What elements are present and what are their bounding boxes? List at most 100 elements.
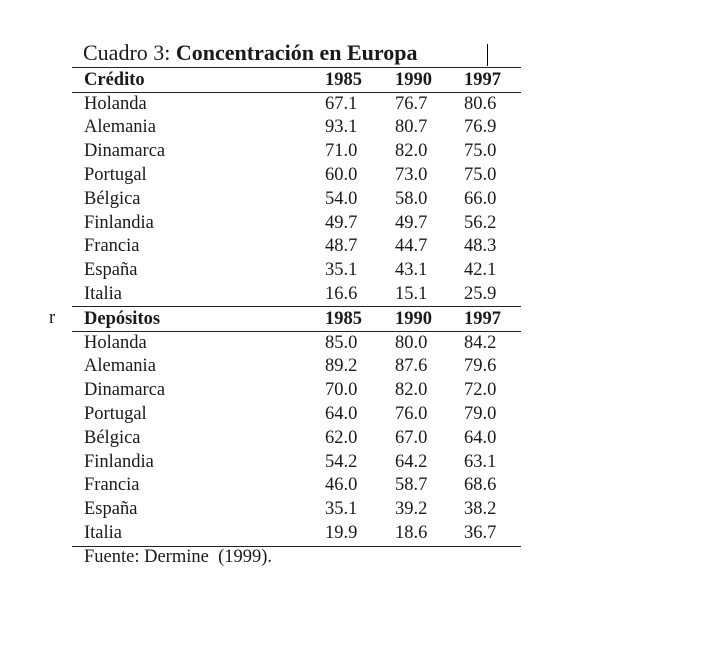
table-row: Portugal 64.0 76.0 79.0 [72,402,521,426]
country-cell: Finlandia [84,212,154,233]
value-cell: 48.3 [464,236,497,257]
value-cell: 67.1 [325,93,358,114]
country-cell: Dinamarca [84,380,166,401]
country-cell: Dinamarca [84,141,166,162]
value-cell: 80.7 [395,117,428,138]
year-header: 1990 [395,308,432,329]
bottom-rule [72,546,521,547]
value-cell: 82.0 [395,380,428,401]
value-cell: 54.0 [325,188,358,209]
value-cell: 46.0 [325,475,358,496]
value-cell: 38.2 [464,499,497,520]
value-cell: 80.0 [395,332,428,353]
country-cell: Bélgica [84,188,141,209]
section-header-row: Crédito 1985 1990 1997 [72,68,521,92]
year-header: 1985 [325,308,362,329]
country-cell: Finlandia [84,451,154,472]
value-cell: 54.2 [325,451,358,472]
value-cell: 68.6 [464,475,497,496]
text-cursor [487,44,488,66]
table-row: Holanda 67.1 76.7 80.6 [72,92,521,116]
value-cell: 15.1 [395,283,428,304]
value-cell: 48.7 [325,236,358,257]
value-cell: 67.0 [395,427,428,448]
value-cell: 79.6 [464,356,497,377]
section-header-label: Crédito [84,69,145,90]
stray-character: r [49,308,56,328]
value-cell: 71.0 [325,141,358,162]
country-cell: España [84,260,138,281]
table-row: Bélgica 54.0 58.0 66.0 [72,187,521,211]
table-row: Portugal 60.0 73.0 75.0 [72,163,521,187]
value-cell: 16.6 [325,283,358,304]
header-rule [72,331,521,332]
country-cell: Francia [84,475,140,496]
country-cell: Francia [84,236,140,257]
value-cell: 76.9 [464,117,497,138]
value-cell: 64.0 [325,403,358,424]
country-cell: Alemania [84,356,156,377]
country-cell: Holanda [84,93,147,114]
value-cell: 66.0 [464,188,497,209]
country-cell: Italia [84,522,123,543]
value-cell: 58.0 [395,188,428,209]
value-cell: 89.2 [325,356,358,377]
value-cell: 44.7 [395,236,428,257]
country-cell: Alemania [84,117,156,138]
header-rule [72,92,521,93]
value-cell: 75.0 [464,141,497,162]
value-cell: 63.1 [464,451,497,472]
value-cell: 75.0 [464,164,497,185]
value-cell: 60.0 [325,164,358,185]
country-cell: Portugal [84,164,147,185]
caption-text: Concentración en Europa [175,40,418,65]
table-row: Bélgica 62.0 67.0 64.0 [72,426,521,450]
value-cell: 85.0 [325,332,358,353]
table-row: Alemania 93.1 80.7 76.9 [72,115,521,139]
value-cell: 73.0 [395,164,428,185]
value-cell: 39.2 [395,499,428,520]
country-cell: Bélgica [84,427,141,448]
table-row: Alemania 89.2 87.6 79.6 [72,354,521,378]
value-cell: 25.9 [464,283,497,304]
source-note: Fuente: Dermine (1999). [84,547,273,567]
value-cell: 62.0 [325,427,358,448]
table-row: España 35.1 43.1 42.1 [72,258,521,282]
country-cell: Italia [84,283,123,304]
value-cell: 42.1 [464,260,497,281]
year-header: 1997 [464,69,501,90]
table-row: Dinamarca 70.0 82.0 72.0 [72,378,521,402]
value-cell: 35.1 [325,499,358,520]
country-cell: Portugal [84,403,147,424]
table-row: Italia 19.9 18.6 36.7 [72,521,521,545]
year-header: 1985 [325,69,362,90]
value-cell: 76.7 [395,93,428,114]
table-caption: Cuadro 3: Concentración en Europa [83,40,418,66]
table-row: Dinamarca 71.0 82.0 75.0 [72,139,521,163]
value-cell: 49.7 [325,212,358,233]
table-row: Finlandia 49.7 49.7 56.2 [72,211,521,235]
value-cell: 87.6 [395,356,428,377]
value-cell: 18.6 [395,522,428,543]
value-cell: 58.7 [395,475,428,496]
country-cell: España [84,499,138,520]
value-cell: 79.0 [464,403,497,424]
value-cell: 49.7 [395,212,428,233]
value-cell: 19.9 [325,522,358,543]
value-cell: 64.0 [464,427,497,448]
value-cell: 35.1 [325,260,358,281]
value-cell: 93.1 [325,117,358,138]
value-cell: 76.0 [395,403,428,424]
country-cell: Holanda [84,332,147,353]
table-row: Finlandia 54.2 64.2 63.1 [72,450,521,474]
year-header: 1997 [464,308,501,329]
table-row: Francia 46.0 58.7 68.6 [72,473,521,497]
value-cell: 70.0 [325,380,358,401]
table-row: Francia 48.7 44.7 48.3 [72,234,521,258]
value-cell: 43.1 [395,260,428,281]
value-cell: 72.0 [464,380,497,401]
table-row: Italia 16.6 15.1 25.9 [72,282,521,306]
value-cell: 64.2 [395,451,428,472]
value-cell: 80.6 [464,93,497,114]
value-cell: 36.7 [464,522,497,543]
